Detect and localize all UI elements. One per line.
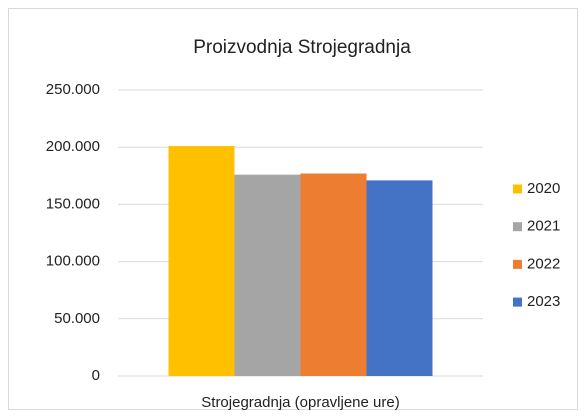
y-tick-label: 50.000 [54,310,100,327]
chart-title: Proizvodnja Strojegradnja [193,37,411,58]
bar [234,174,301,376]
legend-label: 2022 [527,255,560,272]
legend-label: 2023 [527,293,560,310]
y-tick-label: 200.000 [46,138,100,155]
bar [300,173,367,376]
legend-swatch [513,259,522,269]
bar [168,146,235,376]
legend-swatch [513,184,522,194]
y-tick-label: 150.000 [46,195,100,212]
bar [366,180,433,376]
legend-label: 2020 [527,180,560,197]
y-tick-label: 250.000 [46,81,100,98]
y-tick-label: 100.000 [46,253,100,270]
legend-swatch [513,297,522,307]
legend-label: 2021 [527,218,560,235]
y-tick-label: 0 [92,367,100,384]
legend-swatch [513,222,522,232]
x-tick-label: Strojegradnja (opravljene ure) [201,394,399,411]
